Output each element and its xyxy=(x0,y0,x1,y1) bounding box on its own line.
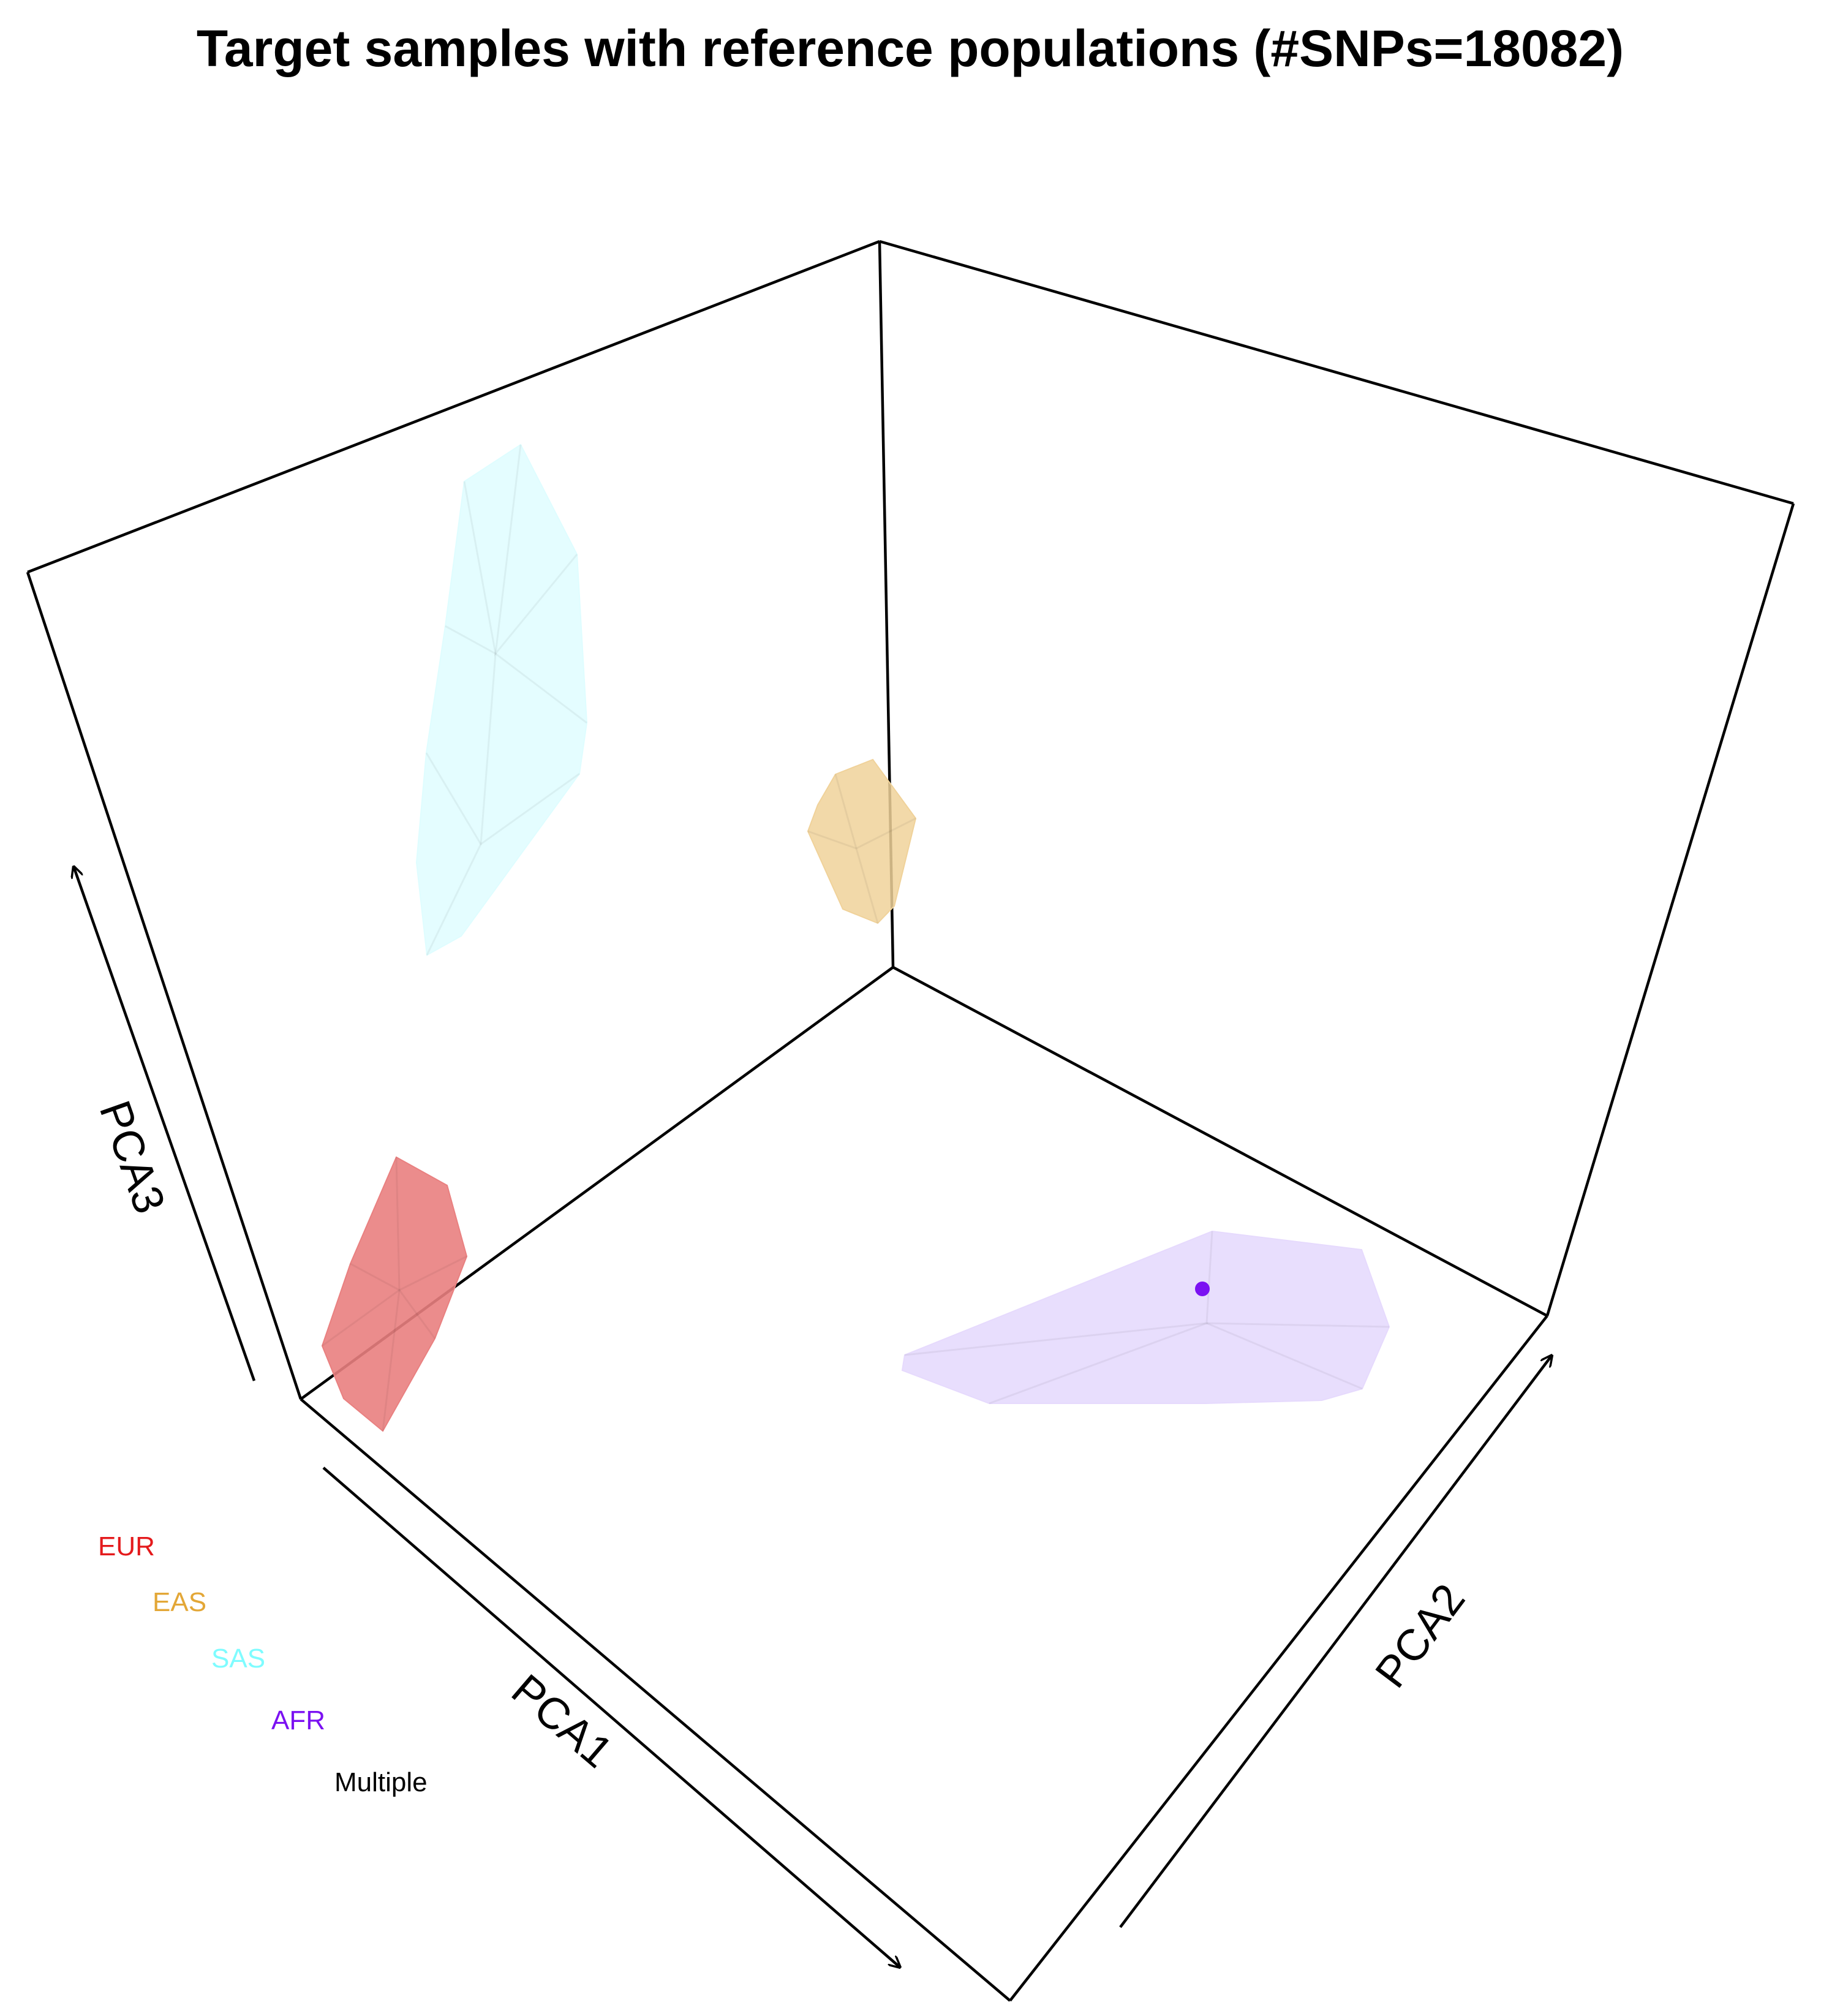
frame-edge-top-left xyxy=(27,240,880,574)
hull-sas-facet xyxy=(445,625,587,724)
target-point-afr xyxy=(1195,1282,1210,1296)
hull-eur-facet xyxy=(382,1157,401,1432)
hull-sas-facet xyxy=(425,752,580,846)
hull-eas-facet xyxy=(807,817,916,850)
legend-item-sas: SAS xyxy=(211,1644,265,1674)
legend-item-multiple: Multiple xyxy=(334,1767,428,1797)
frame-edge-left-vertical xyxy=(26,572,303,1400)
legend-item-eas: EAS xyxy=(153,1587,206,1617)
pca2-axis-arrow xyxy=(1119,1355,1552,1928)
hull-afr-facet xyxy=(904,1322,1390,1356)
axis-arrows xyxy=(74,866,1552,1968)
hull-eur xyxy=(321,1156,468,1432)
hull-eur-body xyxy=(321,1156,468,1432)
pca3-axis-arrow xyxy=(74,866,256,1381)
frame-edge-right-vertical xyxy=(1545,503,1795,1316)
legend: EUR EAS SAS AFR Multiple xyxy=(98,1531,428,1797)
legend-item-afr: AFR xyxy=(271,1705,325,1735)
legend-item-eur: EUR xyxy=(98,1531,155,1561)
hull-afr xyxy=(901,1230,1390,1405)
frame-edge-floor-back-right xyxy=(892,966,1548,1317)
hull-sas-facet xyxy=(494,444,578,657)
plot-box-frame xyxy=(26,240,1795,2002)
chart-title: Target samples with reference population… xyxy=(197,20,1624,77)
hull-afr-body xyxy=(901,1230,1390,1404)
hull-eas xyxy=(807,758,917,924)
pca1-axis-label: PCA1 xyxy=(502,1665,622,1777)
hull-afr-facet xyxy=(989,1231,1213,1405)
hull-sas-facet xyxy=(426,481,497,956)
pca1-axis-arrow xyxy=(322,1467,900,1968)
reference-population-hulls xyxy=(321,444,1390,1432)
pca2-axis-label: PCA2 xyxy=(1366,1575,1474,1696)
target-samples xyxy=(1195,1282,1210,1296)
frame-edge-floor-front-right xyxy=(1009,1315,1548,2002)
frame-edge-top-right xyxy=(879,240,1794,505)
hull-eas-facet xyxy=(834,774,879,924)
hull-eur-facet xyxy=(322,1288,436,1347)
frame-edge-floor-front-left xyxy=(300,1398,1011,2002)
hull-sas-body xyxy=(415,444,588,956)
hull-sas xyxy=(415,444,588,956)
hull-afr-facet xyxy=(1206,1322,1363,1390)
hull-eur-facet xyxy=(350,1255,467,1291)
hull-eas-body xyxy=(807,758,917,924)
